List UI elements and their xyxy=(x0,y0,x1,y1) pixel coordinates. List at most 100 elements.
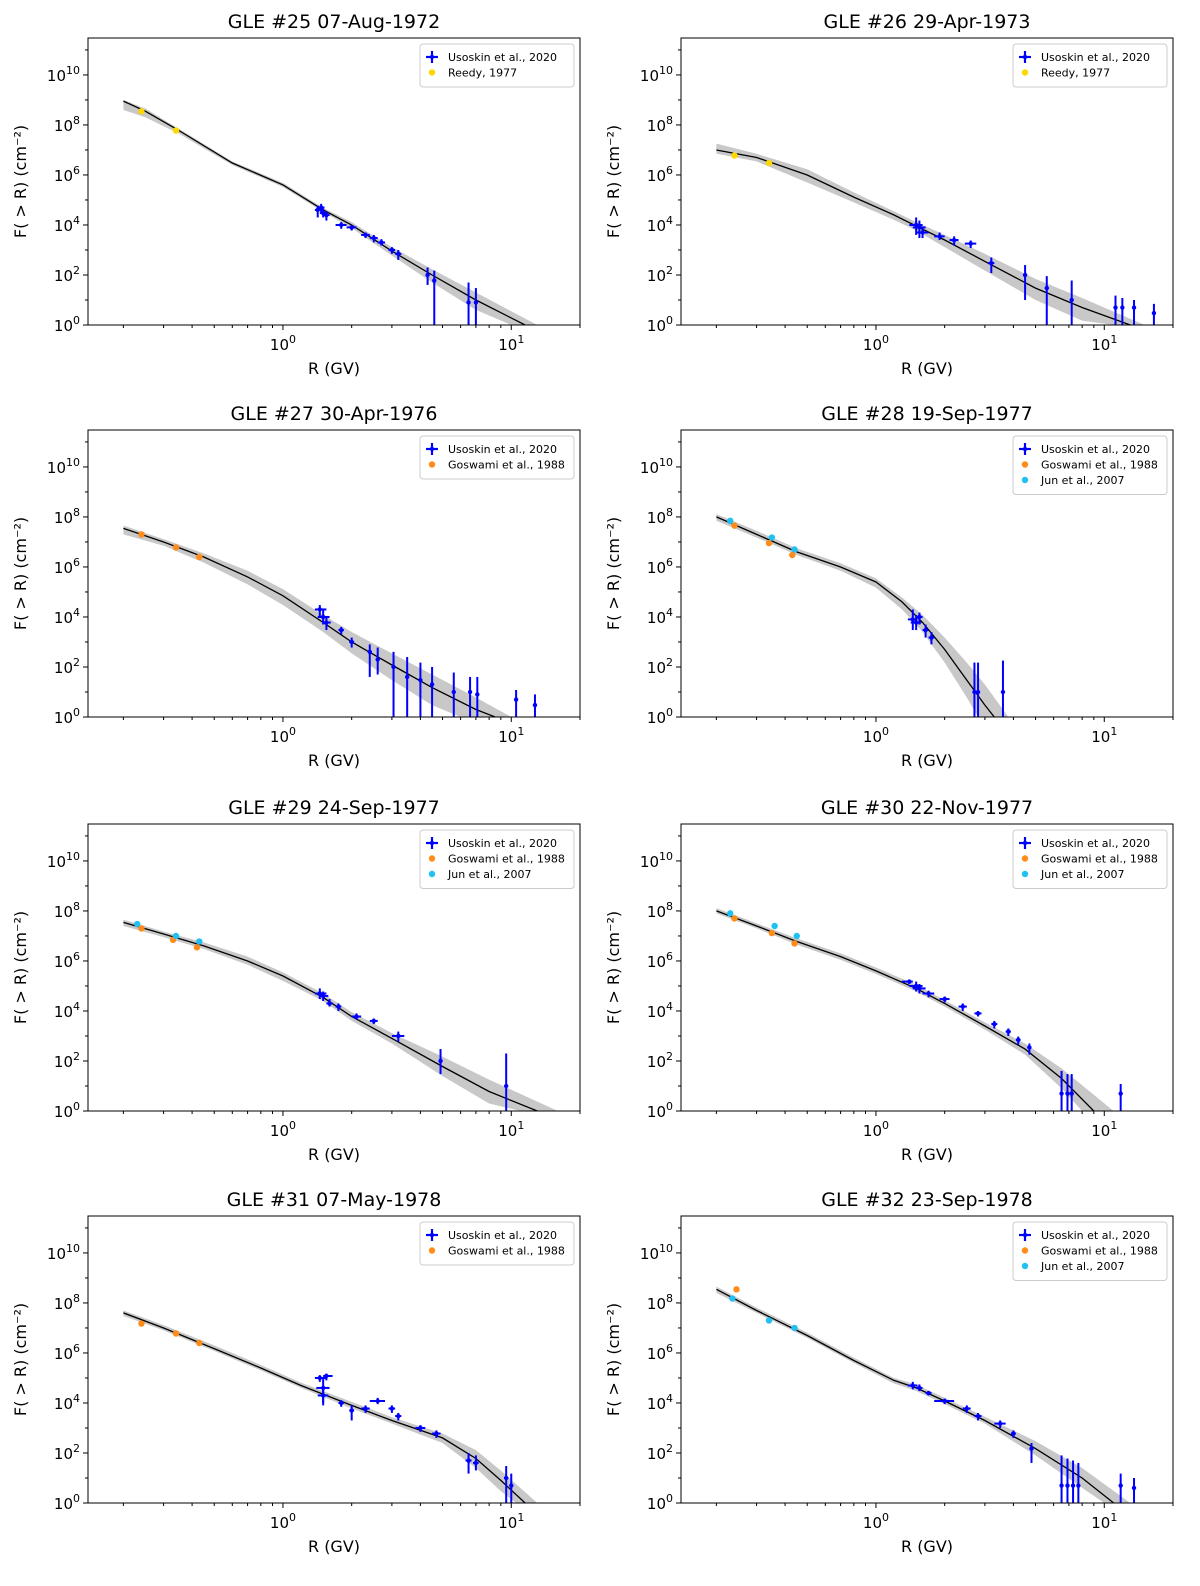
usoskin-point xyxy=(473,288,479,325)
usoskin-point xyxy=(1015,1036,1021,1045)
usoskin-point xyxy=(361,232,370,239)
usoskin-marker xyxy=(1059,1091,1064,1096)
y-tick-label-exponent: 8 xyxy=(73,506,80,519)
x-tick-label: 101 xyxy=(1091,1119,1117,1140)
usoskin-point xyxy=(377,239,386,246)
usoskin-marker xyxy=(379,240,384,245)
y-tick-label-exponent: 4 xyxy=(666,606,673,619)
y-tick-label-exponent: 10 xyxy=(66,850,80,863)
x-tick-label-base: 10 xyxy=(1091,728,1110,746)
usoskin-marker xyxy=(389,1406,395,1411)
plot-area xyxy=(123,525,538,717)
y-tick-label: 104 xyxy=(54,606,80,627)
usoskin-marker xyxy=(371,1018,377,1024)
y-tick-label-base: 10 xyxy=(47,853,66,871)
y-axis-label: F( > R) (cm⁻²) xyxy=(11,517,30,630)
x-tick-label-exponent: 0 xyxy=(289,1511,296,1524)
usoskin-marker xyxy=(1076,1483,1081,1488)
legend-goswami-marker xyxy=(1021,1247,1029,1254)
usoskin-point xyxy=(1059,1455,1064,1503)
y-tick-label-exponent: 2 xyxy=(666,656,673,669)
legend-box xyxy=(419,435,575,480)
usoskin-point xyxy=(503,1053,509,1111)
y-tick-label-base: 10 xyxy=(647,1103,666,1121)
y-tick-label-exponent: 4 xyxy=(73,606,80,619)
usoskin-marker xyxy=(942,1398,947,1404)
axes-frame xyxy=(680,1215,1174,1504)
usoskin-marker xyxy=(1131,305,1137,310)
legend-usoskin-marker xyxy=(429,446,435,452)
y-tick-label-base: 10 xyxy=(54,659,73,677)
x-tick-label-base: 10 xyxy=(270,336,289,354)
chart-title: GLE #26 29-Apr-1973 xyxy=(824,11,1031,33)
usoskin-marker xyxy=(1118,1483,1123,1488)
usoskin-marker xyxy=(320,614,326,620)
usoskin-marker xyxy=(1000,689,1006,695)
usoskin-point xyxy=(916,612,923,625)
legend-label: Goswami et al., 1988 xyxy=(1041,1245,1158,1258)
usoskin-point xyxy=(388,247,396,254)
chart-title: GLE #28 19-Sep-1977 xyxy=(821,403,1033,425)
usoskin-marker xyxy=(503,1475,509,1481)
usoskin-marker xyxy=(1151,310,1157,316)
y-tick-label: 106 xyxy=(647,950,673,971)
usoskin-marker xyxy=(1011,1431,1016,1436)
usoskin-point xyxy=(323,211,330,221)
axes-frame xyxy=(87,37,581,326)
y-tick-label: 102 xyxy=(647,656,673,677)
y-tick-label: 104 xyxy=(647,214,673,235)
usoskin-point xyxy=(916,227,929,239)
x-axis-label: R (GV) xyxy=(308,751,360,770)
y-tick-label-exponent: 6 xyxy=(73,164,80,177)
legend-box xyxy=(1012,43,1168,88)
y-tick-label-base: 10 xyxy=(647,953,666,971)
usoskin-point xyxy=(338,626,344,635)
chart-title: GLE #27 30-Apr-1976 xyxy=(231,403,438,425)
usoskin-point xyxy=(912,983,926,994)
usoskin-point xyxy=(1027,1043,1032,1055)
usoskin-marker xyxy=(917,225,922,230)
x-tick-label-base: 10 xyxy=(498,1514,517,1532)
usoskin-marker xyxy=(509,1483,514,1488)
usoskin-marker xyxy=(910,1383,915,1388)
x-tick-label-base: 10 xyxy=(498,336,517,354)
legend-reedy-marker xyxy=(428,69,436,76)
legend-jun-marker xyxy=(1021,1262,1029,1270)
usoskin-marker xyxy=(1029,1446,1034,1451)
y-tick-label-exponent: 4 xyxy=(73,1000,80,1013)
usoskin-marker xyxy=(324,212,329,218)
y-tick-label: 102 xyxy=(647,1050,673,1071)
usoskin-marker xyxy=(396,1033,401,1039)
usoskin-marker xyxy=(910,617,915,622)
usoskin-point xyxy=(974,1412,982,1421)
usoskin-marker xyxy=(375,657,380,662)
usoskin-point xyxy=(1118,1084,1123,1111)
y-tick-label-base: 10 xyxy=(647,1495,666,1513)
y-axis-label: F( > R) (cm⁻²) xyxy=(604,125,623,238)
usoskin-marker xyxy=(913,620,919,625)
usoskin-point xyxy=(532,694,538,717)
legend-label: Goswami et al., 1988 xyxy=(448,1245,565,1258)
legend-label: Goswami et al., 1988 xyxy=(1041,459,1158,472)
usoskin-marker xyxy=(339,1400,344,1406)
usoskin-marker xyxy=(1006,1029,1011,1034)
usoskin-point xyxy=(418,662,423,717)
usoskin-point xyxy=(349,637,355,648)
x-tick-label-exponent: 1 xyxy=(517,725,524,738)
usoskin-marker xyxy=(475,692,480,697)
y-tick-label-exponent: 4 xyxy=(73,1392,80,1405)
x-tick-label: 101 xyxy=(1091,725,1117,746)
usoskin-point xyxy=(451,672,456,717)
y-tick-label: 108 xyxy=(647,1292,673,1313)
usoskin-marker xyxy=(913,983,919,989)
usoskin-marker xyxy=(418,1425,423,1431)
usoskin-marker xyxy=(327,1001,332,1006)
y-tick-label-exponent: 6 xyxy=(666,1342,673,1355)
fit-line xyxy=(716,516,995,717)
y-tick-label: 102 xyxy=(54,1050,80,1071)
usoskin-marker xyxy=(466,300,471,305)
x-axis-label: R (GV) xyxy=(901,1537,953,1556)
legend-label: Usoskin et al., 2020 xyxy=(1041,51,1150,64)
x-tick-label-exponent: 1 xyxy=(517,1119,524,1132)
